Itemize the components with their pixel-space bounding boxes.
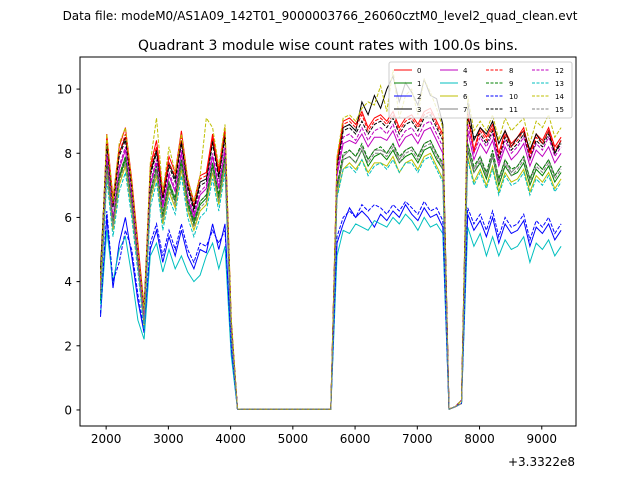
legend-label-1: 1: [417, 80, 421, 88]
series-line-11: [100, 114, 562, 410]
legend-label-3: 3: [417, 106, 421, 114]
series-line-12: [100, 120, 562, 410]
legend-label-11: 11: [509, 106, 518, 114]
legend-label-10: 10: [509, 93, 518, 101]
legend-label-5: 5: [463, 80, 467, 88]
legend-label-13: 13: [555, 80, 564, 88]
x-tick-label-5000: 5000: [278, 432, 309, 446]
legend-label-2: 2: [417, 93, 421, 101]
series-line-15: [100, 142, 562, 411]
legend-label-15: 15: [555, 106, 564, 114]
figure-suptitle: Data file: modeM0/AS1A09_142T01_90000037…: [63, 9, 578, 23]
legend-label-14: 14: [555, 93, 564, 101]
legend-label-9: 9: [509, 80, 513, 88]
y-tick-label-10: 10: [57, 83, 72, 97]
legend-label-4: 4: [463, 67, 468, 75]
x-tick-label-6000: 6000: [340, 432, 371, 446]
legend-label-8: 8: [509, 67, 513, 75]
y-tick-label-6: 6: [64, 211, 72, 225]
plot-area: [100, 69, 562, 411]
y-tick-label-2: 2: [64, 339, 72, 353]
legend-box: [388, 61, 573, 119]
y-tick-label-8: 8: [64, 147, 72, 161]
axes-frame: [79, 56, 577, 427]
series-line-10: [100, 200, 562, 411]
x-tick-label-9000: 9000: [526, 432, 557, 446]
series-line-8: [100, 110, 562, 410]
chart-title: Quadrant 3 module wise count rates with …: [138, 38, 518, 54]
x-tick-label-8000: 8000: [464, 432, 495, 446]
x-tick-label-2000: 2000: [91, 432, 122, 446]
legend-label-12: 12: [555, 67, 564, 75]
legend-label-7: 7: [463, 106, 467, 114]
y-tick-label-0: 0: [64, 403, 72, 417]
legend-label-0: 0: [417, 67, 421, 75]
x-tick-label-7000: 7000: [402, 432, 433, 446]
x-offset-label: +3.3322e8: [508, 455, 575, 469]
y-tick-label-4: 4: [64, 275, 72, 289]
legend-label-6: 6: [463, 93, 468, 101]
x-tick-label-3000: 3000: [153, 432, 184, 446]
x-tick-label-4000: 4000: [215, 432, 246, 446]
